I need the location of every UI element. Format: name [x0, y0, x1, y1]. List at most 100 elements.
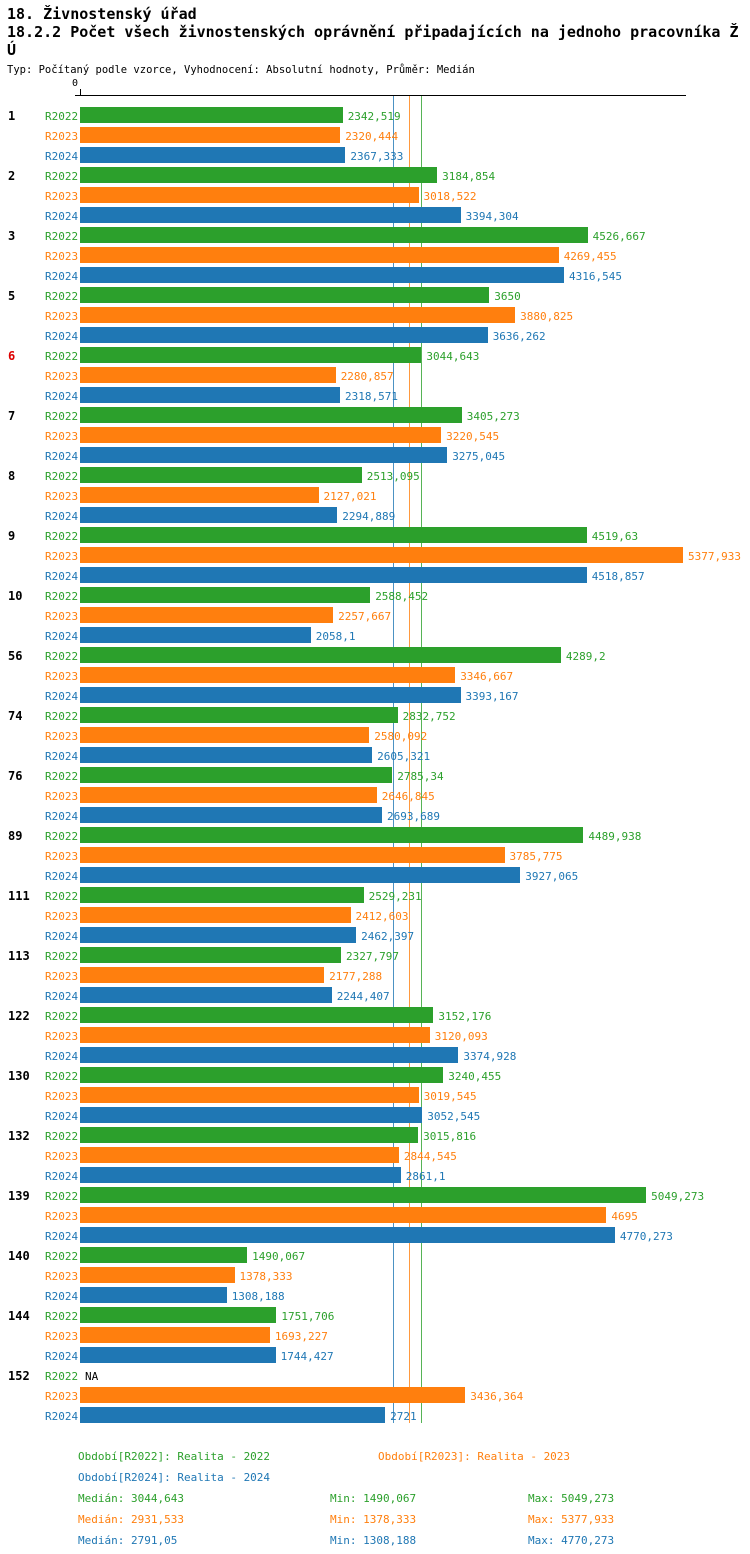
bar [80, 727, 370, 743]
series-label: R2024 [45, 570, 79, 583]
series-label: R2024 [45, 150, 79, 163]
series-label: R2023 [45, 1150, 79, 1163]
bar-value-label: 2367,333 [350, 150, 404, 163]
bar [80, 707, 398, 723]
bar-value-label: 2342,519 [347, 110, 401, 123]
series-label: R2022 [45, 1370, 79, 1383]
series-label: R2024 [45, 1290, 79, 1303]
series-label: R2022 [45, 1010, 79, 1023]
bar-value-label: 1751,706 [281, 1310, 335, 1323]
series-label: R2023 [45, 250, 79, 263]
bar [80, 167, 438, 183]
bar [80, 627, 311, 643]
series-label: R2024 [45, 810, 79, 823]
bar-value-label: 3436,364 [470, 1390, 524, 1403]
axis-tick [80, 89, 81, 96]
bar-value-label: 2257,667 [338, 610, 392, 623]
bar-value-label: 2693,689 [387, 810, 440, 823]
series-label: R2023 [45, 790, 79, 803]
bar [80, 1107, 423, 1123]
bar [80, 1127, 419, 1143]
series-label: R2024 [45, 750, 79, 763]
bar [80, 887, 364, 903]
series-label: R2023 [45, 970, 79, 983]
bar-value-label: 2320,444 [345, 130, 399, 143]
series-label: R2023 [45, 1210, 79, 1223]
bar [80, 367, 336, 383]
group-label: 3 [8, 229, 16, 243]
series-label: R2024 [45, 390, 79, 403]
series-label: R2022 [45, 770, 79, 783]
bar-value-label: 2244,407 [336, 990, 390, 1003]
bar [80, 387, 340, 403]
bar [80, 287, 490, 303]
bar-value-label: 2294,889 [342, 510, 396, 523]
bar-value-label: 3044,643 [426, 350, 480, 363]
bar [80, 547, 683, 563]
bar [80, 1327, 270, 1343]
group-label: 139 [8, 1189, 30, 1203]
bar [80, 1047, 459, 1063]
series-label: R2024 [45, 330, 79, 343]
series-label: R2023 [45, 310, 79, 323]
series-label: R2022 [45, 470, 79, 483]
bar [80, 347, 422, 363]
bar [80, 847, 505, 863]
stat-min-2024: Min: 1308,188 [330, 1534, 417, 1547]
bar [80, 227, 588, 243]
bar [80, 467, 362, 483]
bar [80, 447, 448, 463]
series-label: R2023 [45, 430, 79, 443]
indicator-title: 18.2.2 Počet všech živnostenských oprávn… [7, 23, 739, 59]
series-label: R2022 [45, 170, 79, 183]
series-label: R2023 [45, 130, 79, 143]
series-label: R2022 [45, 1190, 79, 1203]
legend-item-2024: Období[R2024]: Realita - 2024 [78, 1471, 271, 1484]
bar-value-label: 2513,095 [366, 470, 420, 483]
bar [80, 947, 341, 963]
bar [80, 567, 587, 583]
bar-value-label: 2462,397 [361, 930, 415, 943]
axis-zero-label: 0 [72, 78, 79, 89]
bar-value-label: 3240,455 [448, 1070, 502, 1083]
series-label: R2023 [45, 190, 79, 203]
series-label: R2024 [45, 1230, 79, 1243]
bar-value-label: 2412,603 [355, 910, 409, 923]
bar-value-label: 2529,231 [368, 890, 422, 903]
stat-min-2023: Min: 1378,333 [330, 1513, 417, 1526]
bar-value-label: 3880,825 [520, 310, 574, 323]
group-label: 144 [8, 1309, 30, 1323]
bar [80, 867, 521, 883]
bar [80, 1407, 386, 1423]
bar-value-label: 3019,545 [423, 1090, 477, 1103]
bar [80, 1147, 399, 1163]
bar-value-label: NA [85, 1370, 99, 1383]
series-label: R2022 [45, 1070, 79, 1083]
group-label: 8 [8, 469, 16, 483]
series-label: R2023 [45, 550, 79, 563]
bar [80, 787, 377, 803]
series-label: R2022 [45, 1250, 79, 1263]
bar-value-label: 2844,545 [403, 1150, 457, 1163]
bar-value-label: 3220,545 [446, 430, 500, 443]
bar-value-label: 4289,2 [565, 650, 606, 663]
group-label: 56 [8, 649, 23, 663]
series-label: R2023 [45, 1090, 79, 1103]
bar [80, 507, 338, 523]
bar-value-label: 2127,021 [323, 490, 377, 503]
bar [80, 527, 587, 543]
group-label: 152 [8, 1369, 30, 1383]
stat-median-2024: Medián: 2791,05 [78, 1534, 178, 1547]
stat-median-2022: Medián: 3044,643 [78, 1492, 184, 1505]
bar-value-label: 4489,938 [588, 830, 642, 843]
bar [80, 907, 351, 923]
bar [80, 1287, 227, 1303]
bar-value-label: 3394,304 [465, 210, 519, 223]
series-label: R2022 [45, 590, 79, 603]
axis-line [75, 95, 686, 96]
bar [80, 927, 357, 943]
bar [80, 1267, 235, 1283]
bar [80, 147, 346, 163]
group-label: 89 [8, 829, 23, 843]
series-label: R2023 [45, 730, 79, 743]
